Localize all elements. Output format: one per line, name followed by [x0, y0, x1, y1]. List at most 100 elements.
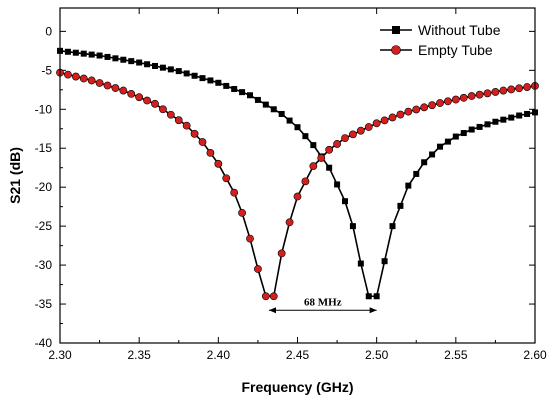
series-marker	[112, 55, 119, 62]
series-marker	[460, 130, 467, 137]
x-tick-label: 2.50	[365, 348, 389, 362]
series-marker	[215, 79, 222, 86]
series-marker	[333, 140, 341, 148]
series-marker	[459, 93, 468, 102]
series-marker	[373, 293, 380, 300]
series-marker	[104, 53, 111, 60]
series-marker	[309, 162, 318, 171]
series-marker	[492, 118, 499, 125]
series-marker	[342, 198, 348, 205]
series-marker	[254, 265, 262, 273]
series-marker	[491, 88, 500, 96]
series-marker	[239, 89, 246, 96]
series-marker	[135, 93, 144, 102]
series-marker	[166, 110, 175, 119]
series-marker	[207, 77, 214, 84]
plot-frame	[59, 7, 536, 344]
series-marker	[199, 75, 206, 82]
series-marker	[223, 82, 230, 89]
series-marker	[79, 74, 88, 83]
x-tick-label: 2.45	[286, 348, 310, 362]
series-marker	[483, 89, 492, 98]
series-marker	[261, 292, 270, 301]
series-marker	[365, 293, 372, 300]
series-marker	[269, 292, 278, 301]
series-marker	[500, 116, 507, 123]
series-marker	[475, 90, 484, 99]
series-marker	[151, 99, 159, 108]
series-marker	[120, 56, 127, 63]
x-tick-label: 2.40	[207, 348, 231, 362]
series-marker	[88, 51, 95, 58]
series-marker	[413, 170, 420, 177]
series-marker	[293, 192, 302, 201]
series-marker	[254, 96, 261, 103]
series-marker	[270, 106, 277, 113]
series-marker	[247, 92, 253, 99]
series-marker	[128, 58, 135, 65]
series-marker	[71, 72, 80, 81]
series-marker	[421, 159, 428, 166]
series-marker	[80, 50, 87, 57]
series-marker	[167, 66, 174, 73]
series-marker	[317, 154, 326, 162]
series-marker	[436, 99, 444, 107]
series-marker	[231, 86, 238, 93]
series-layer	[56, 47, 539, 301]
series-marker	[404, 107, 413, 116]
series-marker	[516, 112, 523, 119]
series-marker	[396, 110, 405, 119]
series-marker	[397, 202, 404, 209]
series-marker	[278, 110, 285, 117]
series-marker	[175, 68, 182, 75]
x-tick-label: 2.35	[127, 348, 151, 362]
series-marker	[381, 258, 388, 265]
series-marker	[262, 101, 269, 108]
series-marker	[198, 138, 207, 146]
series-marker	[420, 103, 429, 112]
series-marker	[467, 92, 476, 100]
legend-marker	[392, 26, 400, 34]
series-marker	[119, 86, 128, 95]
series-marker	[444, 138, 451, 145]
series-marker	[286, 117, 293, 124]
series-marker	[206, 149, 215, 157]
series-marker	[152, 62, 158, 69]
series-marker	[103, 81, 112, 90]
y-tick-label: -10	[35, 102, 53, 116]
series-marker	[364, 123, 373, 131]
y-tick-label: -20	[35, 180, 53, 194]
series-marker	[499, 86, 508, 95]
annotation-layer: 68 MHz	[269, 296, 377, 314]
series-marker	[476, 123, 483, 130]
series-marker	[412, 105, 421, 114]
x-tick-label: 2.60	[523, 348, 547, 362]
annotation-arrowhead-right	[369, 307, 377, 314]
series-marker	[349, 130, 357, 139]
series-marker	[127, 89, 136, 98]
legend-label: Empty Tube	[418, 42, 493, 58]
series-marker	[428, 101, 436, 110]
series-marker	[388, 113, 397, 122]
series-marker	[380, 116, 389, 125]
x-tick-label: 2.55	[444, 348, 468, 362]
y-tick-label: -5	[41, 63, 52, 77]
series-marker	[507, 85, 516, 94]
series-marker	[238, 208, 246, 217]
series-marker	[183, 70, 190, 77]
series-line	[59, 71, 536, 298]
series-marker	[301, 177, 310, 186]
y-tick-label: -25	[35, 219, 53, 233]
series-marker	[334, 181, 341, 188]
series-marker	[64, 48, 71, 55]
series-marker	[95, 79, 104, 87]
series-marker	[294, 124, 301, 131]
annotation-arrowhead-left	[269, 307, 276, 314]
series-marker	[87, 76, 96, 85]
series-marker	[96, 52, 103, 59]
series-marker	[437, 143, 443, 150]
series-marker	[325, 145, 334, 154]
series-marker	[182, 121, 191, 130]
y-tick-label: -30	[35, 258, 53, 272]
series-marker	[190, 129, 199, 138]
